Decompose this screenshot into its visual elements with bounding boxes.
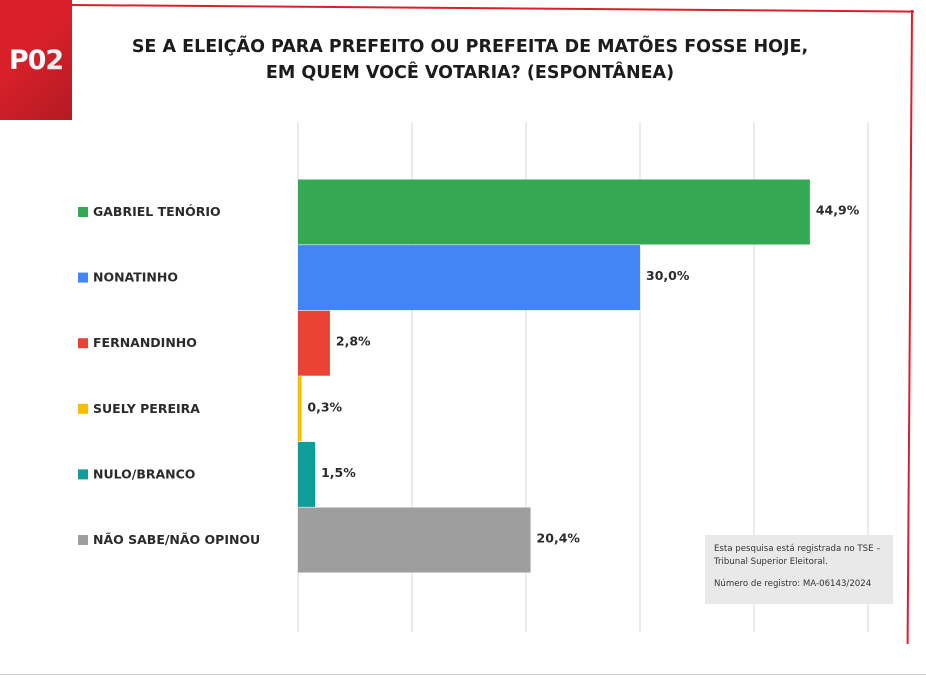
bar [298,441,316,507]
legend-swatch [78,338,88,349]
data-label: 44,9% [816,203,860,218]
registration-number: Número de registro: MA-06143/2024 [714,579,872,589]
data-label: 20,4% [537,531,581,546]
bar [298,507,531,573]
data-label: 0,3% [307,399,342,414]
legend-swatch [78,469,88,480]
legend-swatch [78,535,88,545]
category-label: FERNANDINHO [93,335,197,350]
bottom-divider [0,674,926,675]
category-label: NULO/BRANCO [93,466,195,481]
category-label: GABRIEL TENÓRIO [93,204,221,219]
chart-title: SE A ELEIÇÃO PARA PREFEITO OU PREFEITA D… [130,34,810,86]
data-label: 2,8% [336,334,371,349]
legend-swatch [78,272,88,283]
bar [298,376,302,442]
category-label: SUELY PEREIRA [93,401,200,416]
chart-title-line-2: EM QUEM VOCÊ VOTARIA? (ESPONTÂNEA) [265,63,675,83]
legend-swatch [78,207,88,217]
data-label: 30,0% [646,268,690,283]
category-label: NONATINHO [93,270,178,285]
question-badge: P02 [0,0,72,120]
registration-note: Esta pesquisa está registrada no TSE – T… [705,535,893,604]
bar [298,179,810,245]
legend-swatch [78,403,88,414]
bar [298,310,330,376]
bar [298,245,640,311]
chart-title-line-1: SE A ELEIÇÃO PARA PREFEITO OU PREFEITA D… [131,37,809,57]
registration-note-text: Esta pesquisa está registrada no TSE – T… [714,544,881,567]
badge-label: P02 [8,44,64,76]
data-label: 1,5% [321,465,356,480]
category-label: NÃO SABE/NÃO OPINOU [93,532,260,547]
